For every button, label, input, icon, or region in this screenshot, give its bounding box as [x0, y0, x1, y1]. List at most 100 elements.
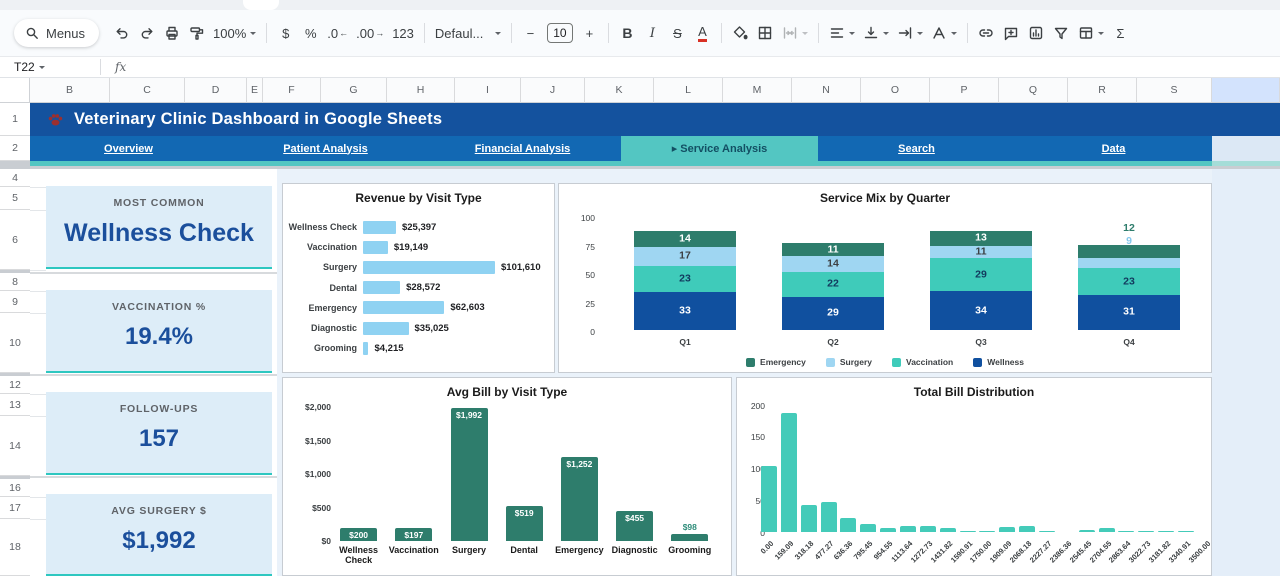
y-axis-tick: 100 — [750, 464, 765, 474]
nav-tab-patient-analysis[interactable]: Patient Analysis — [283, 142, 368, 155]
redo-button[interactable] — [134, 19, 159, 47]
segment-value-label: 17 — [679, 249, 691, 262]
text-wrap-button[interactable] — [893, 19, 927, 47]
column-header-Q[interactable]: Q — [999, 78, 1068, 103]
column-header-M[interactable]: M — [723, 78, 792, 103]
avg-bill-chart[interactable]: Avg Bill by Visit Type $0 $500 $1,000 $1,50… — [282, 377, 732, 576]
decrease-decimals-button[interactable]: .0 ← — [327, 25, 349, 41]
service-mix-chart[interactable]: Service Mix by Quarter 0 25 50 75 100 33 23 17 1… — [558, 183, 1212, 373]
insert-link-button[interactable] — [974, 19, 999, 47]
dashboard-title-banner[interactable]: Veterinary Clinic Dashboard in Google Sh… — [30, 103, 1280, 136]
zoom-select[interactable]: 100% — [209, 19, 260, 47]
y-axis-tick: 100 — [580, 213, 595, 223]
vertical-align-button[interactable] — [859, 19, 893, 47]
percent-format-button[interactable]: % — [305, 25, 317, 41]
column-header-B[interactable]: B — [30, 78, 110, 103]
menus-search-button[interactable]: Menus — [14, 19, 100, 47]
revenue-chart[interactable]: Revenue by Visit Type Wellness Check $25,… — [282, 183, 555, 373]
insert-comment-button[interactable] — [999, 19, 1024, 47]
functions-button[interactable]: Σ — [1116, 25, 1125, 41]
kpi-card-most-common[interactable]: MOST COMMON Wellness Check — [46, 186, 272, 269]
insert-chart-button[interactable] — [1024, 19, 1049, 47]
nav-tab-overview[interactable]: Overview — [104, 142, 153, 155]
row-header-9[interactable]: 9 — [0, 291, 30, 313]
histogram-bar — [1078, 530, 1095, 532]
merge-cells-button[interactable] — [778, 19, 812, 47]
segment-vaccination: 23 — [1078, 268, 1180, 295]
column-header-J[interactable]: J — [521, 78, 585, 103]
italic-button[interactable]: I — [649, 25, 655, 41]
font-select[interactable]: Defaul... — [431, 19, 505, 47]
column-header-C[interactable]: C — [110, 78, 185, 103]
fill-color-button[interactable] — [728, 19, 753, 47]
table-views-button[interactable] — [1074, 19, 1108, 47]
column-header-N[interactable]: N — [792, 78, 861, 103]
histogram-bar — [919, 525, 936, 532]
borders-button[interactable] — [753, 19, 778, 47]
select-all-corner[interactable] — [0, 78, 30, 103]
row-header-6[interactable]: 6 — [0, 210, 30, 270]
nav-tab-service-analysis[interactable]: ▸ Service Analysis — [621, 136, 818, 161]
kpi-card-vaccination-pct[interactable]: VACCINATION % 19.4% — [46, 290, 272, 373]
row-header-14[interactable]: 14 — [0, 416, 30, 476]
row-header-4[interactable]: 4 — [0, 169, 30, 187]
nav-tab-data[interactable]: Data — [1101, 142, 1126, 155]
y-axis-tick: 200 — [750, 400, 765, 411]
decrease-font-size-button[interactable]: − — [526, 25, 535, 41]
column-header-E[interactable]: E — [247, 78, 263, 103]
column-header-K[interactable]: K — [585, 78, 654, 103]
text-rotation-button[interactable] — [927, 19, 961, 47]
row-header-1[interactable]: 1 — [0, 103, 30, 136]
kpi-card-avg-surgery[interactable]: AVG SURGERY $ $1,992 — [46, 494, 272, 576]
segment-emergency: 13 — [930, 230, 1032, 246]
column-header-L[interactable]: L — [654, 78, 723, 103]
name-box[interactable]: T22 — [0, 60, 92, 74]
row-header-18[interactable]: 18 — [0, 519, 30, 576]
histogram-bar — [760, 465, 777, 532]
column-header-S[interactable]: S — [1137, 78, 1212, 103]
bold-button[interactable]: B — [622, 25, 633, 41]
row-header-16[interactable]: 16 — [0, 479, 30, 497]
gridline — [30, 270, 46, 271]
nav-tab-financial-analysis[interactable]: Financial Analysis — [474, 142, 571, 155]
row-header-5[interactable]: 5 — [0, 187, 30, 210]
number-format-button[interactable]: 123 — [392, 25, 414, 41]
row-header-17[interactable]: 17 — [0, 497, 30, 519]
x-axis-label: Surgery — [451, 545, 486, 555]
filter-icon — [1055, 27, 1068, 40]
row-header-8[interactable]: 8 — [0, 273, 30, 291]
nav-tab-search[interactable]: Search — [898, 142, 935, 155]
currency-format-button[interactable]: $ — [282, 25, 290, 41]
strikethrough-button[interactable]: S — [673, 25, 682, 41]
right-column-area[interactable] — [1212, 169, 1280, 576]
segment-value-label: 33 — [679, 304, 691, 317]
text-color-button[interactable]: A — [690, 19, 715, 47]
column-header-R[interactable]: R — [1068, 78, 1137, 103]
segment-value-label-outside: 9 — [1126, 234, 1132, 247]
row-header-13[interactable]: 13 — [0, 394, 30, 416]
x-axis-label: Grooming — [668, 545, 712, 555]
horizontal-align-button[interactable] — [825, 19, 859, 47]
undo-button[interactable] — [109, 19, 134, 47]
column-header-I[interactable]: I — [455, 78, 521, 103]
column-header-G[interactable]: G — [321, 78, 387, 103]
paint-format-button[interactable] — [184, 19, 209, 47]
create-filter-button[interactable] — [1049, 19, 1074, 47]
column-header-O[interactable]: O — [861, 78, 930, 103]
column-header-selected-T[interactable] — [1212, 78, 1280, 103]
column-header-F[interactable]: F — [263, 78, 321, 103]
bill-distribution-chart[interactable]: Total Bill Distribution 0501001502000.00… — [736, 377, 1212, 576]
column-header-P[interactable]: P — [930, 78, 999, 103]
row-header-12[interactable]: 12 — [0, 376, 30, 394]
chart-title: Total Bill Distribution — [913, 385, 1035, 399]
increase-font-size-button[interactable]: + — [585, 25, 594, 41]
print-button[interactable] — [159, 19, 184, 47]
row-header-2[interactable]: 2 — [0, 136, 30, 161]
column-header-D[interactable]: D — [185, 78, 247, 103]
kpi-card-follow-ups[interactable]: FOLLOW-UPS 157 — [46, 392, 272, 475]
row-header-10[interactable]: 10 — [0, 313, 30, 373]
font-size-input[interactable]: 10 — [546, 23, 573, 43]
legend-label: Wellness — [987, 357, 1024, 367]
increase-decimals-button[interactable]: .00 → — [356, 25, 385, 41]
column-header-H[interactable]: H — [387, 78, 455, 103]
